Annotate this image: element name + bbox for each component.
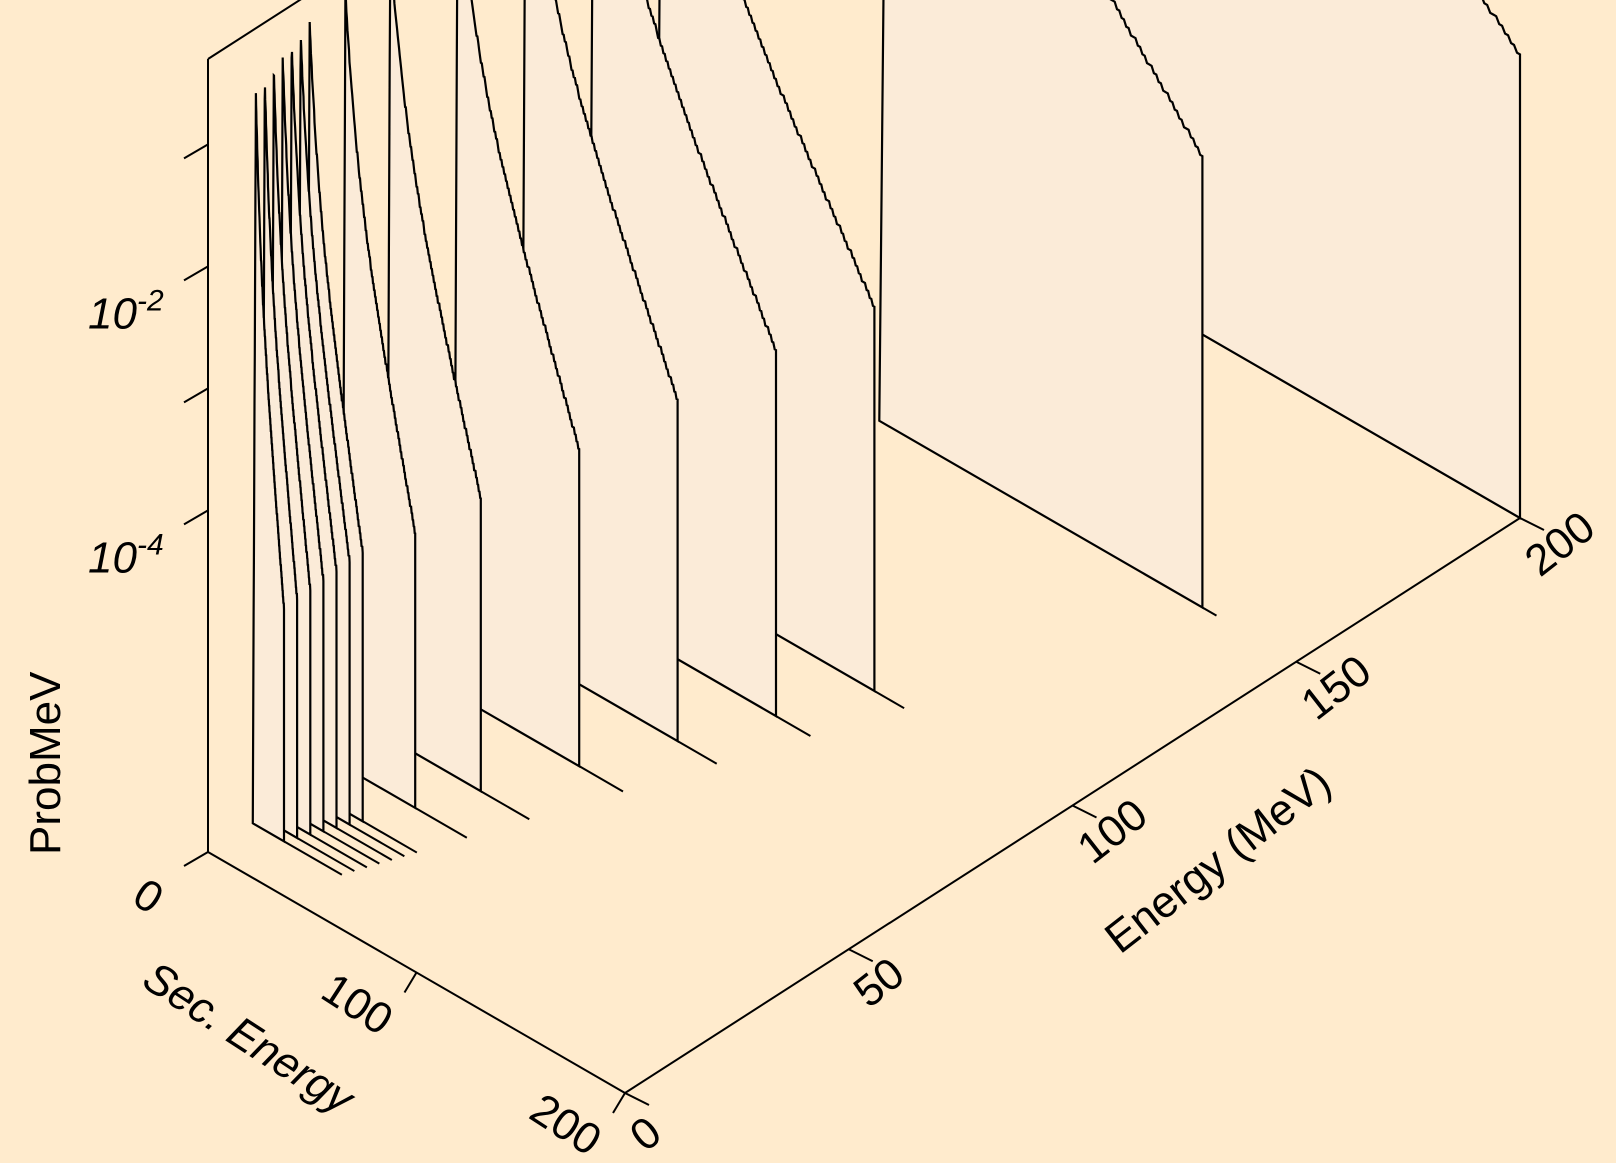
energy-tick-3 bbox=[1295, 660, 1321, 675]
series-baseline-100 bbox=[873, 690, 905, 710]
sec-energy-tick-label-1: 200 bbox=[522, 1084, 610, 1163]
z-minor-tick-0 bbox=[183, 387, 209, 404]
sec-energy-tick-label-0: 100 bbox=[313, 964, 401, 1045]
series-baseline-14 bbox=[309, 833, 368, 869]
series-curve-10 bbox=[251, 93, 286, 844]
series-baseline-70 bbox=[677, 740, 718, 765]
z-tick-label-1: 10-2 bbox=[88, 284, 164, 338]
series-baseline-30 bbox=[414, 807, 468, 839]
series-baseline-150 bbox=[1201, 606, 1217, 617]
series-baseline-16 bbox=[322, 830, 380, 865]
x-axis-title: Energy (MeV) bbox=[1096, 757, 1340, 963]
series-baseline-22 bbox=[362, 820, 418, 854]
series-curves bbox=[251, 0, 1522, 876]
sec-energy-tick-0 bbox=[403, 971, 418, 994]
series-baseline-18 bbox=[336, 827, 393, 861]
series-curve-150 bbox=[878, 0, 1204, 610]
sec-energy-tick-1 bbox=[612, 1092, 626, 1114]
series-baseline-10 bbox=[283, 840, 343, 876]
energy-tick-label-0: 0 bbox=[621, 1107, 670, 1161]
series-baseline-85 bbox=[775, 715, 811, 737]
series-baseline-55 bbox=[578, 765, 624, 793]
axis-ticks: 10-4 10-2 0 0 50 100 150 200 100 200 bbox=[88, 143, 1604, 1163]
series-baseline-40 bbox=[480, 790, 530, 821]
energy-tick-2 bbox=[1072, 804, 1097, 819]
energy-tick-0 bbox=[624, 1092, 650, 1106]
series-curve-55 bbox=[452, 0, 581, 769]
z-axis-title: ProbMeV bbox=[21, 671, 70, 855]
z-tick-1 bbox=[183, 265, 209, 282]
energy-tick-1 bbox=[848, 948, 874, 963]
energy-tick-4 bbox=[1519, 517, 1545, 531]
series-baseline-20 bbox=[349, 823, 405, 858]
z-tick-label-0: 10-4 bbox=[88, 528, 164, 582]
series-curve-200 bbox=[1101, 0, 1522, 520]
z-minor-tick-1 bbox=[183, 143, 209, 160]
energy-tick-label-2: 100 bbox=[1068, 790, 1156, 874]
series-baseline-12 bbox=[296, 837, 355, 872]
z-tick-0 bbox=[183, 509, 209, 526]
energy-tick-label-4: 200 bbox=[1516, 502, 1604, 586]
z-zero-label: 0 bbox=[125, 869, 172, 923]
energy-tick-label-1: 50 bbox=[845, 948, 914, 1017]
z-zero-tick bbox=[183, 851, 209, 867]
energy-tick-label-3: 150 bbox=[1292, 646, 1380, 730]
